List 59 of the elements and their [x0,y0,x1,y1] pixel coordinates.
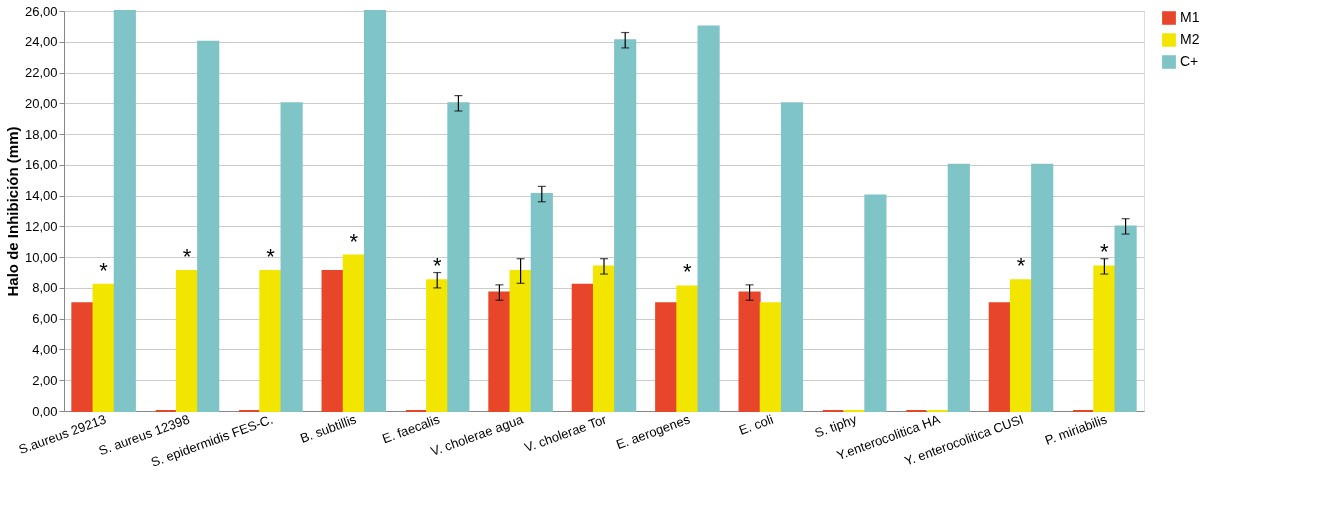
bar [1114,225,1137,412]
legend-label: C+ [1180,53,1199,69]
annotation: * [266,244,276,269]
y-tick-label: 12,00 [24,218,58,234]
bar [488,291,511,412]
annotation: * [683,259,693,285]
bar [426,279,449,412]
y-tick-label: 8,00 [32,280,58,296]
bar [864,194,887,412]
bar [655,302,678,412]
bar [280,102,303,412]
y-tick-label: 2,00 [32,372,58,388]
y-tick-label: 0,00 [32,403,58,419]
annotation: * [1016,253,1026,279]
bar [113,10,136,412]
x-tick-label: E. coli [736,411,776,438]
bar [509,270,532,412]
legend-label: M1 [1180,9,1200,25]
bar [175,270,199,412]
y-tick-label: 16,00 [24,157,58,173]
y-axis-title: Halo de Inhibición (mm) [3,126,21,297]
bar [321,270,344,412]
bar [1009,279,1033,412]
annotation: * [349,228,359,254]
bar [988,302,1011,412]
bar [614,39,637,412]
bar [759,302,782,412]
bar [1031,163,1054,412]
bar [259,270,282,412]
annotation: * [99,257,109,283]
annotation: * [182,244,192,269]
bar [697,25,720,412]
x-tick-label: B. subtillis [298,411,359,446]
y-tick-label: 22,00 [24,65,58,81]
bar [363,10,387,412]
bar [447,102,470,412]
bar [197,40,220,412]
y-tick-label: 6,00 [32,311,58,327]
y-tick-label: 4,00 [32,341,58,357]
bar [780,102,804,412]
y-tick-label: 20,00 [24,95,58,111]
bar [571,283,594,412]
bar [71,302,94,412]
bar [342,254,365,412]
bar [1093,265,1116,412]
bar [530,193,553,412]
bar [676,285,699,412]
y-tick-label: 10,00 [24,249,58,265]
legend-label: M2 [1180,31,1200,47]
bar [738,291,761,412]
bar [92,283,115,412]
annotation: * [432,253,442,279]
y-tick-label: 24,00 [24,34,58,50]
bar [947,163,970,412]
annotation: * [1100,239,1110,265]
y-tick-label: 26,00 [24,3,58,19]
bar [592,265,616,412]
y-tick-label: 14,00 [24,188,58,204]
y-tick-label: 18,00 [24,126,58,142]
